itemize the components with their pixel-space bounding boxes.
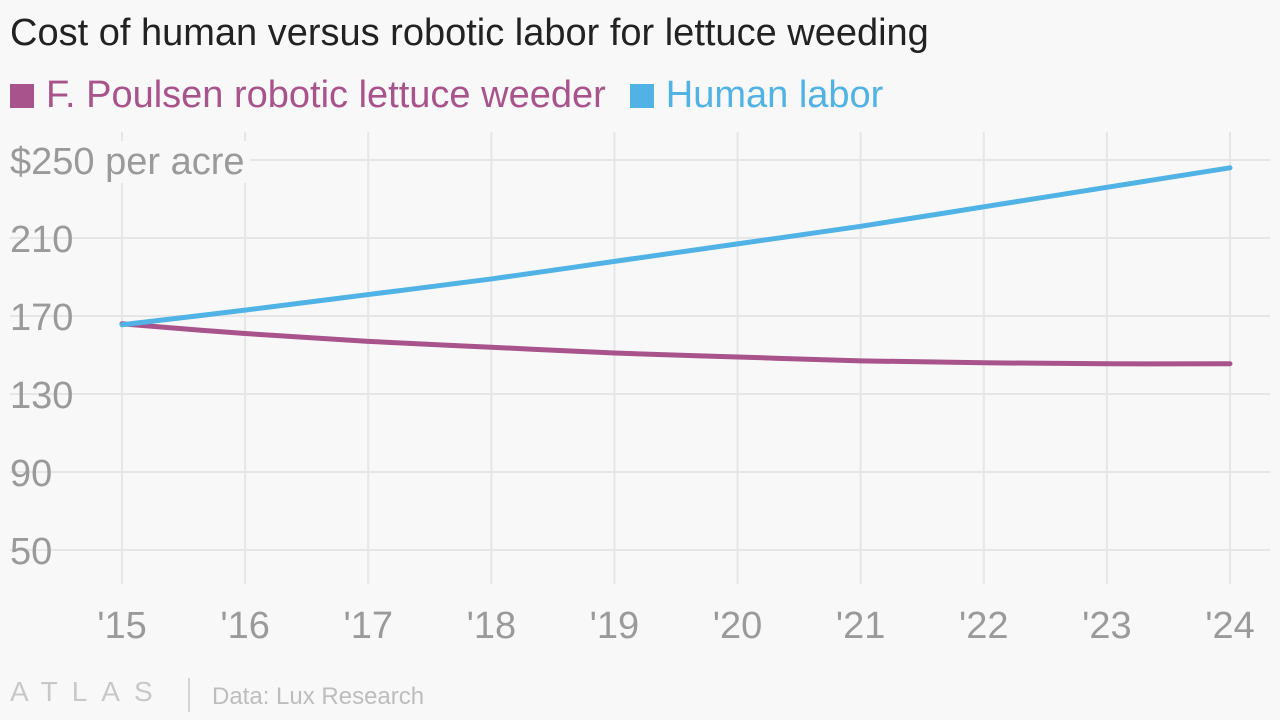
y-tick-label: $250 per acre xyxy=(10,141,245,183)
x-tick-label: '21 xyxy=(836,605,886,647)
legend-swatch-human xyxy=(629,83,654,108)
x-tick-label: '15 xyxy=(97,605,147,647)
y-label-background xyxy=(8,141,251,183)
legend: F. Poulsen robotic lettuce weeder Human … xyxy=(10,74,907,117)
source-note: Data: Lux Research xyxy=(212,683,425,710)
x-tick-label: '20 xyxy=(713,605,763,647)
footer-divider xyxy=(188,678,190,712)
x-tick-label: '17 xyxy=(343,605,393,647)
x-tick-label: '24 xyxy=(1205,605,1255,647)
legend-label-robot: F. Poulsen robotic lettuce weeder xyxy=(46,74,606,116)
human-series-line xyxy=(119,165,1233,328)
x-tick-label: '19 xyxy=(590,605,640,647)
robot-series-line xyxy=(119,321,1233,367)
legend-swatch-robot xyxy=(10,83,34,108)
x-tick-label: '22 xyxy=(959,605,1009,647)
chart-title: Cost of human versus robotic labor for l… xyxy=(10,12,929,54)
footer: ATLAS Data: Lux Research xyxy=(0,676,600,716)
legend-item-robot: F. Poulsen robotic lettuce weeder xyxy=(10,74,606,117)
y-tick-label: 130 xyxy=(10,375,73,417)
x-tick-label: '16 xyxy=(220,605,270,647)
atlas-logo: ATLAS xyxy=(10,676,167,707)
x-tick-label: '23 xyxy=(1082,605,1132,647)
y-tick-label: 170 xyxy=(10,297,73,339)
y-tick-label: 50 xyxy=(10,531,52,573)
y-tick-label: 90 xyxy=(10,453,52,495)
legend-item-human: Human labor xyxy=(629,74,884,117)
x-tick-label: '18 xyxy=(467,605,517,647)
legend-label-human: Human labor xyxy=(665,74,884,116)
y-tick-label: 210 xyxy=(10,219,73,261)
